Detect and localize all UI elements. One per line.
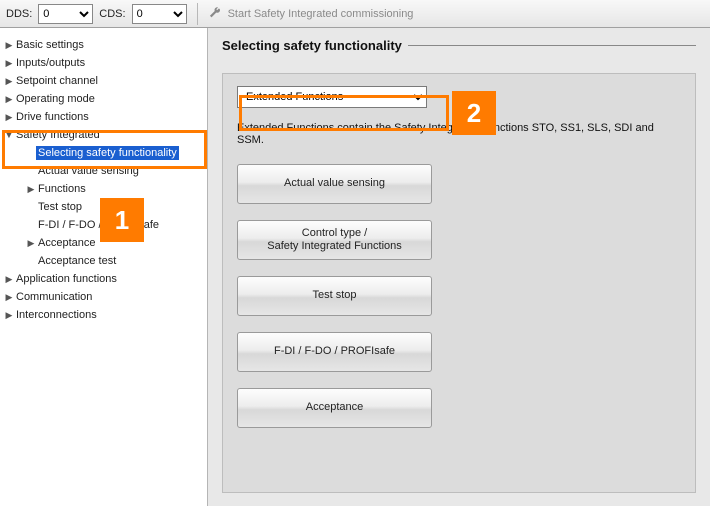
chevron-down-icon: ▼: [4, 130, 14, 140]
tree-item[interactable]: ▶Inputs/outputs: [0, 54, 207, 72]
cds-select[interactable]: 0: [132, 4, 187, 24]
tree-item[interactable]: ▶Interconnections: [0, 306, 207, 324]
safety-function-button[interactable]: Actual value sensing: [237, 164, 432, 204]
tree-item[interactable]: ▶Selecting safety functionality: [0, 144, 207, 162]
safety-function-button[interactable]: Acceptance: [237, 388, 432, 428]
tree-item[interactable]: ▶Drive functions: [0, 108, 207, 126]
chevron-right-icon: ▶: [4, 40, 14, 51]
start-commissioning-label: Start Safety Integrated commissioning: [228, 8, 414, 20]
start-commissioning-button[interactable]: Start Safety Integrated commissioning: [208, 7, 414, 21]
tree-item-label: Selecting safety functionality: [36, 146, 179, 160]
tree-item-label: Actual value sensing: [36, 165, 139, 177]
tree-item-label: Functions: [36, 183, 86, 195]
tree-item-label: Acceptance: [36, 237, 95, 249]
tree-item[interactable]: ▶Functions: [0, 180, 207, 198]
cds-label: CDS:: [99, 8, 125, 20]
tree-item[interactable]: ▶Setpoint channel: [0, 72, 207, 90]
main-panel: Extended Functions Extended Functions co…: [222, 73, 696, 493]
tree-item[interactable]: ▶Communication: [0, 288, 207, 306]
tree-item[interactable]: ▶Acceptance: [0, 234, 207, 252]
tree-item-label: Setpoint channel: [14, 75, 98, 87]
tree-item-label: Application functions: [14, 273, 117, 285]
tree-item-label: Inputs/outputs: [14, 57, 85, 69]
chevron-right-icon: ▶: [26, 184, 36, 195]
tree-item[interactable]: ▶Basic settings: [0, 36, 207, 54]
tree-item-label: Acceptance test: [36, 255, 116, 267]
safety-function-button[interactable]: Test stop: [237, 276, 432, 316]
title-rule: [408, 45, 696, 46]
tree-item-label: Interconnections: [14, 309, 97, 321]
chevron-right-icon: ▶: [4, 112, 14, 123]
tree-item-label: Operating mode: [14, 93, 95, 105]
tree-item[interactable]: ▶Application functions: [0, 270, 207, 288]
tree-item-label: Test stop: [36, 201, 82, 213]
safety-function-button[interactable]: Control type / Safety Integrated Functio…: [237, 220, 432, 260]
chevron-right-icon: ▶: [4, 310, 14, 321]
dds-label: DDS:: [6, 8, 32, 20]
toolbar-separator: [197, 3, 198, 25]
top-toolbar: DDS: 0 CDS: 0 Start Safety Integrated co…: [0, 0, 710, 28]
tree-item-label: Drive functions: [14, 111, 89, 123]
chevron-right-icon: ▶: [4, 58, 14, 69]
tree-item[interactable]: ▶Operating mode: [0, 90, 207, 108]
tree-item-label: Safety Integrated: [14, 129, 100, 141]
safety-function-button[interactable]: F-DI / F-DO / PROFIsafe: [237, 332, 432, 372]
safety-function-select[interactable]: Extended Functions: [237, 86, 427, 108]
tree-item[interactable]: ▶Acceptance test: [0, 252, 207, 270]
tree-item-label: Communication: [14, 291, 92, 303]
tree-item-label: F-DI / F-DO / PROFIsafe: [36, 219, 159, 231]
chevron-right-icon: ▶: [4, 94, 14, 105]
tree-item[interactable]: ▶Test stop: [0, 198, 207, 216]
tree-item[interactable]: ▶F-DI / F-DO / PROFIsafe: [0, 216, 207, 234]
section-title: Selecting safety functionality: [222, 38, 402, 53]
navigation-tree: ▶Basic settings▶Inputs/outputs▶Setpoint …: [0, 28, 208, 506]
tree-item-label: Basic settings: [14, 39, 84, 51]
chevron-right-icon: ▶: [26, 238, 36, 249]
dds-select[interactable]: 0: [38, 4, 93, 24]
chevron-right-icon: ▶: [4, 292, 14, 303]
chevron-right-icon: ▶: [4, 76, 14, 87]
chevron-right-icon: ▶: [4, 274, 14, 285]
wrench-icon: [208, 7, 222, 21]
description-text: Extended Functions contain the Safety In…: [237, 122, 681, 146]
tree-item[interactable]: ▼Safety Integrated: [0, 126, 207, 144]
content-area: Selecting safety functionality Extended …: [208, 28, 710, 506]
tree-item[interactable]: ▶Actual value sensing: [0, 162, 207, 180]
